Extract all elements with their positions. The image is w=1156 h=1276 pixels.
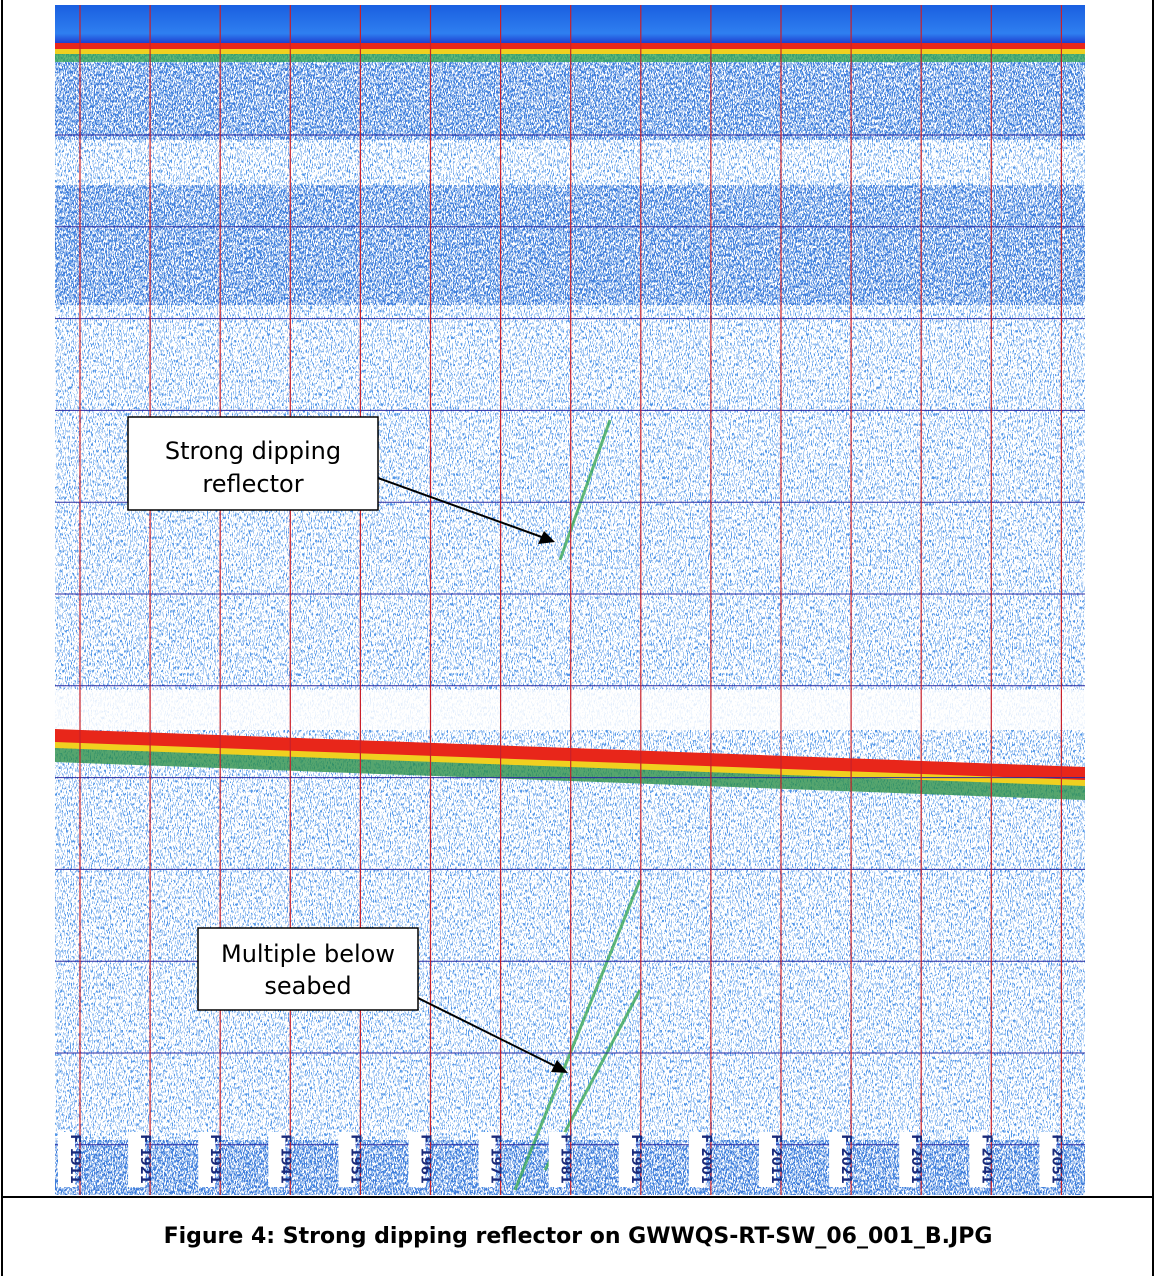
fix-label-bg [268,1132,286,1187]
speckle [55,185,1085,305]
annotation: Multiple below seabed [197,927,568,1073]
annotation-box [127,416,379,511]
fix-label: F 2031 [908,1134,923,1184]
fix-label-bg [198,1132,216,1187]
fix-label: F 1991 [628,1134,643,1184]
fix-label-bg [759,1132,776,1187]
fix-label: F 2041 [978,1134,993,1184]
fix-label: F 2051 [1048,1134,1063,1184]
arrow [377,477,551,541]
annotation-text: Multiple below [221,940,395,968]
fix-label: F 1981 [558,1134,573,1184]
annotation-text: reflector [202,470,303,498]
arrow [417,997,564,1071]
grid [55,5,1085,1195]
annotation-text: seabed [264,972,351,1000]
fix-label: F 1921 [137,1134,152,1184]
fix-label-bg [829,1132,847,1187]
fix-label-bg [969,1132,987,1187]
fix-label-bg [548,1132,566,1187]
surface-band [55,49,1085,54]
fix-labels: F 1911 F 1921 F 1931 F 1941 F 1951 F 1961 F 19… [58,1132,1063,1187]
fix-label: F 2011 [768,1134,783,1184]
fix-label-bg [58,1132,75,1187]
water-surface [55,5,1085,43]
fix-label: F 2001 [698,1134,713,1184]
fix-label: F 1911 [67,1134,82,1184]
fix-label: F 1951 [347,1134,362,1184]
fix-label: F 1961 [418,1134,433,1184]
caption: Figure 4: Strong dipping reflector on GW… [164,1224,993,1249]
arrow-head [538,531,555,544]
seabed-band [55,729,1085,780]
fix-label-bg [1039,1132,1057,1187]
speckle [55,5,1085,1195]
fix-label-bg [338,1132,356,1187]
annotation-box [197,927,419,1011]
fix-label-bg [128,1132,146,1187]
water-gap [55,690,1085,730]
fix-label: F 1971 [488,1134,503,1184]
fix-label-bg [899,1132,917,1187]
sonar-image [55,5,1085,1195]
surface-band [55,54,1085,62]
surface-band [55,43,1085,49]
fix-label-bg [408,1132,426,1187]
speckle [55,50,1085,140]
fix-label-bg [478,1132,496,1187]
fix-label: F 2021 [838,1134,853,1184]
fix-label: F 1931 [207,1134,222,1184]
annotation-text: Strong dipping [165,437,341,465]
annotation: Strong dipping reflector [127,416,555,544]
fix-label: F 1941 [277,1134,292,1184]
arrow-head [551,1060,568,1073]
fix-label-bg [688,1132,706,1187]
fix-label-bg [618,1132,636,1187]
